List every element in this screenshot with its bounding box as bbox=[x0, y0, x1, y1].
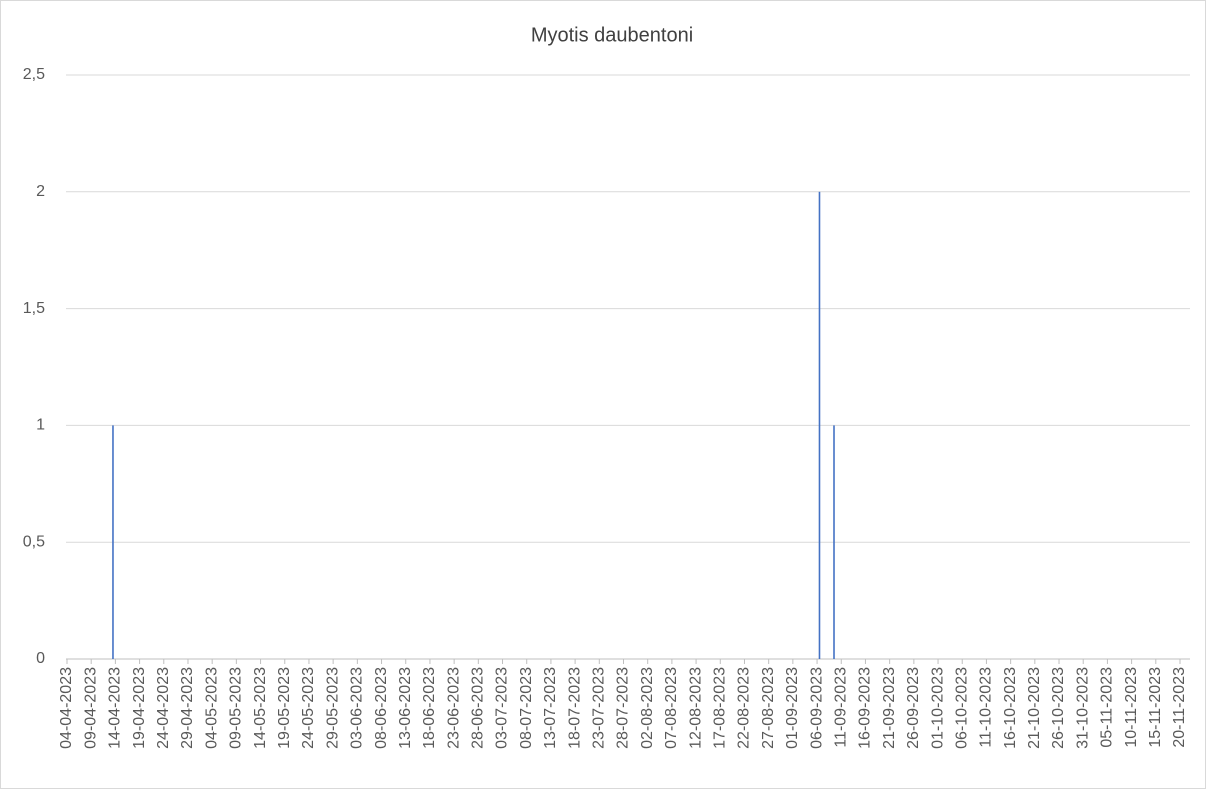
x-tick-label: 13-06-2023 bbox=[397, 667, 414, 749]
x-tick-label: 05-11-2023 bbox=[1099, 667, 1116, 748]
y-tick-label: 0,5 bbox=[23, 533, 45, 550]
x-tick-label: 22-08-2023 bbox=[736, 667, 753, 749]
x-tick-label: 24-04-2023 bbox=[155, 667, 172, 749]
x-tick-label: 04-04-2023 bbox=[58, 667, 75, 749]
x-tick-label: 21-10-2023 bbox=[1026, 667, 1043, 749]
x-tick-label: 26-10-2023 bbox=[1050, 667, 1067, 749]
x-tick-label: 23-06-2023 bbox=[445, 667, 462, 749]
x-tick-label: 06-10-2023 bbox=[953, 667, 970, 749]
x-tick-label: 27-08-2023 bbox=[760, 667, 777, 749]
x-tick-label: 18-07-2023 bbox=[566, 667, 583, 749]
x-tick-label: 07-08-2023 bbox=[663, 667, 680, 749]
x-tick-label: 23-07-2023 bbox=[591, 667, 608, 749]
x-tick-label: 19-04-2023 bbox=[131, 667, 148, 749]
x-tick-label: 17-08-2023 bbox=[712, 667, 729, 749]
x-tick-label: 09-05-2023 bbox=[228, 667, 245, 749]
x-tick-label: 01-10-2023 bbox=[929, 667, 946, 749]
x-tick-label: 20-11-2023 bbox=[1171, 667, 1188, 748]
y-tick-label: 1,5 bbox=[23, 300, 45, 317]
y-tick-label: 0 bbox=[36, 650, 45, 667]
bar bbox=[818, 191, 821, 660]
x-tick-label: 29-05-2023 bbox=[324, 667, 341, 749]
bar bbox=[833, 425, 835, 659]
x-tick-label: 29-04-2023 bbox=[179, 667, 196, 749]
x-tick-label: 14-04-2023 bbox=[107, 667, 124, 749]
x-tick-label: 31-10-2023 bbox=[1074, 667, 1091, 749]
x-tick-label: 16-09-2023 bbox=[857, 667, 874, 749]
x-tick-label: 11-09-2023 bbox=[832, 667, 849, 748]
x-tick-label: 13-07-2023 bbox=[542, 667, 559, 749]
x-tick-label: 26-09-2023 bbox=[905, 667, 922, 749]
x-tick-label: 09-04-2023 bbox=[82, 667, 99, 749]
x-tick-label: 12-08-2023 bbox=[687, 667, 704, 749]
x-tick-label: 28-06-2023 bbox=[470, 667, 487, 749]
bar bbox=[112, 425, 114, 659]
y-tick-label: 2 bbox=[36, 183, 45, 200]
x-tick-label: 28-07-2023 bbox=[615, 667, 632, 749]
x-tick-label: 24-05-2023 bbox=[300, 667, 317, 749]
x-tick-label: 14-05-2023 bbox=[252, 667, 269, 749]
x-tick-label: 10-11-2023 bbox=[1123, 667, 1140, 748]
x-tick-label: 21-09-2023 bbox=[881, 667, 898, 749]
x-tick-label: 08-07-2023 bbox=[518, 667, 535, 749]
x-tick-label: 16-10-2023 bbox=[1002, 667, 1019, 749]
x-tick-label: 06-09-2023 bbox=[808, 667, 825, 749]
y-tick-label: 2,5 bbox=[23, 66, 45, 83]
x-tick-label: 03-06-2023 bbox=[349, 667, 366, 749]
x-tick-label: 19-05-2023 bbox=[276, 667, 293, 749]
chart-title: Myotis daubentoni bbox=[531, 24, 693, 46]
x-tick-label: 03-07-2023 bbox=[494, 667, 511, 749]
x-tick-label: 15-11-2023 bbox=[1147, 667, 1164, 748]
x-tick-label: 04-05-2023 bbox=[203, 667, 220, 749]
x-tick-label: 01-09-2023 bbox=[784, 667, 801, 749]
x-tick-label: 18-06-2023 bbox=[421, 667, 438, 749]
x-tick-label: 11-10-2023 bbox=[978, 667, 995, 748]
y-tick-label: 1 bbox=[36, 417, 45, 434]
x-tick-label: 08-06-2023 bbox=[373, 667, 390, 749]
x-tick-label: 02-08-2023 bbox=[639, 667, 656, 749]
